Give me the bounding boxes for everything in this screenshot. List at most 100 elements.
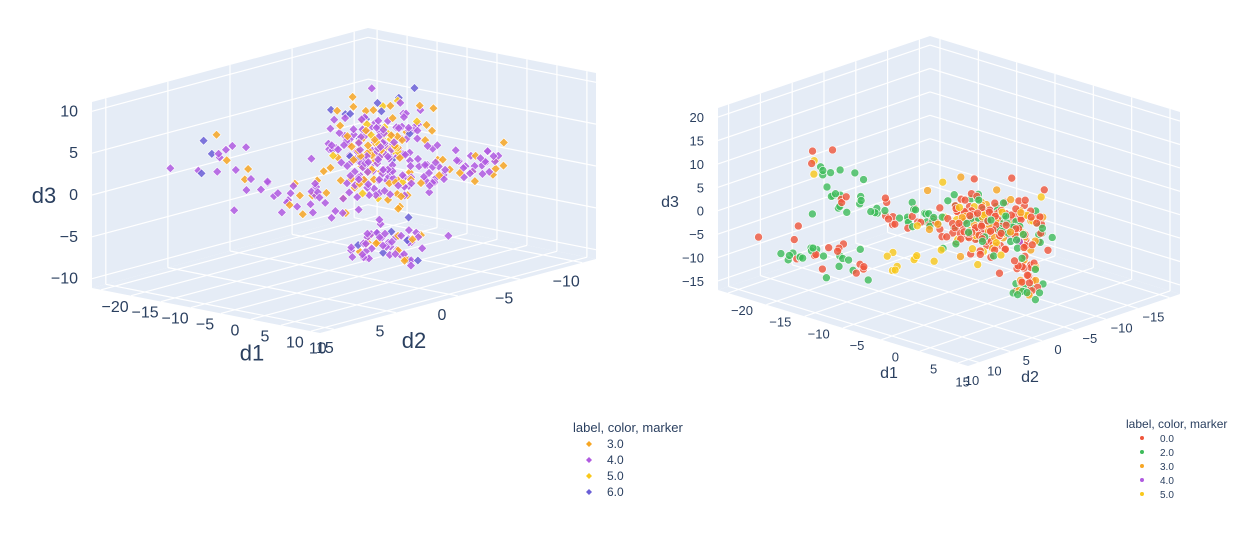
- data-points[interactable]: [754, 145, 1057, 304]
- data-point[interactable]: [822, 182, 832, 192]
- data-point[interactable]: [212, 166, 223, 177]
- data-point[interactable]: [206, 148, 217, 159]
- data-point[interactable]: [213, 148, 224, 159]
- data-point[interactable]: [361, 125, 371, 136]
- data-point[interactable]: [345, 108, 356, 119]
- data-point[interactable]: [974, 195, 984, 205]
- data-point[interactable]: [911, 205, 920, 215]
- data-point[interactable]: [407, 234, 418, 245]
- data-point[interactable]: [943, 196, 953, 206]
- legend-item[interactable]: 3.0: [1140, 462, 1174, 473]
- data-point[interactable]: [451, 155, 462, 166]
- data-point[interactable]: [318, 166, 329, 177]
- data-point[interactable]: [975, 250, 985, 259]
- data-point[interactable]: [348, 101, 359, 112]
- data-point[interactable]: [338, 193, 349, 204]
- data-point[interactable]: [397, 170, 408, 181]
- data-point[interactable]: [912, 221, 922, 231]
- data-point[interactable]: [424, 180, 435, 191]
- data-point[interactable]: [776, 249, 786, 258]
- data-point[interactable]: [992, 238, 1001, 248]
- data-point[interactable]: [305, 199, 316, 210]
- data-point[interactable]: [432, 140, 443, 151]
- data-point[interactable]: [387, 113, 398, 124]
- data-point[interactable]: [754, 232, 763, 242]
- data-point[interactable]: [824, 243, 833, 253]
- data-point[interactable]: [334, 128, 345, 138]
- data-point[interactable]: [412, 116, 422, 127]
- data-point[interactable]: [310, 178, 321, 189]
- data-point[interactable]: [826, 168, 835, 177]
- data-point[interactable]: [427, 125, 437, 136]
- data-point[interactable]: [326, 104, 336, 115]
- data-point[interactable]: [818, 166, 828, 175]
- data-point[interactable]: [1039, 185, 1049, 195]
- data-point[interactable]: [396, 191, 407, 202]
- data-point[interactable]: [968, 244, 977, 254]
- data-point[interactable]: [424, 187, 435, 198]
- data-point[interactable]: [1001, 220, 1011, 230]
- data-point[interactable]: [421, 120, 432, 130]
- data-point[interactable]: [424, 168, 434, 178]
- data-point[interactable]: [321, 187, 332, 198]
- data-point[interactable]: [221, 155, 232, 166]
- data-point[interactable]: [884, 214, 893, 224]
- data-point[interactable]: [434, 170, 445, 181]
- data-point[interactable]: [326, 212, 337, 223]
- data-point[interactable]: [372, 97, 383, 108]
- data-point[interactable]: [368, 105, 379, 116]
- data-point[interactable]: [973, 260, 983, 269]
- data-point[interactable]: [969, 174, 979, 184]
- data-point[interactable]: [1043, 245, 1053, 255]
- data-point[interactable]: [954, 219, 964, 228]
- data-point[interactable]: [1032, 218, 1042, 228]
- data-point[interactable]: [498, 160, 509, 171]
- data-point[interactable]: [962, 219, 972, 228]
- data-point[interactable]: [375, 142, 386, 152]
- data-point[interactable]: [986, 215, 996, 225]
- data-point[interactable]: [353, 204, 364, 215]
- data-point[interactable]: [376, 106, 387, 117]
- data-point[interactable]: [856, 196, 866, 205]
- data-point[interactable]: [498, 137, 509, 148]
- data-point[interactable]: [386, 130, 397, 141]
- data-point[interactable]: [794, 221, 803, 231]
- data-point[interactable]: [230, 165, 241, 175]
- data-point[interactable]: [198, 135, 209, 146]
- data-point[interactable]: [828, 145, 837, 155]
- data-point[interactable]: [385, 100, 396, 111]
- data-point[interactable]: [399, 255, 410, 266]
- data-point[interactable]: [328, 150, 339, 161]
- data-point[interactable]: [373, 154, 384, 165]
- data-point[interactable]: [1017, 253, 1027, 263]
- data-point[interactable]: [881, 193, 890, 203]
- data-point[interactable]: [1001, 211, 1011, 221]
- data-point[interactable]: [325, 162, 336, 173]
- data-point[interactable]: [399, 112, 409, 123]
- data-point[interactable]: [960, 195, 970, 205]
- data-point[interactable]: [370, 190, 381, 200]
- data-point[interactable]: [1020, 195, 1030, 205]
- data-point[interactable]: [393, 180, 404, 191]
- data-point[interactable]: [1006, 227, 1015, 237]
- data-point[interactable]: [363, 179, 374, 190]
- data-point[interactable]: [986, 226, 995, 236]
- data-point[interactable]: [353, 137, 364, 148]
- data-point[interactable]: [332, 105, 343, 116]
- data-point[interactable]: [450, 145, 461, 156]
- data-point[interactable]: [965, 211, 975, 220]
- data-point[interactable]: [165, 163, 176, 174]
- legend-item[interactable]: 5.0: [1140, 490, 1174, 501]
- data-point[interactable]: [890, 265, 900, 275]
- data-point[interactable]: [246, 174, 256, 185]
- data-point[interactable]: [1016, 208, 1026, 218]
- data-point[interactable]: [363, 140, 373, 151]
- data-point[interactable]: [285, 188, 296, 199]
- data-point[interactable]: [360, 238, 371, 249]
- data-point[interactable]: [412, 255, 423, 266]
- data-point[interactable]: [329, 114, 340, 125]
- data-point[interactable]: [430, 157, 441, 168]
- data-point[interactable]: [383, 151, 393, 162]
- data-point[interactable]: [808, 209, 817, 219]
